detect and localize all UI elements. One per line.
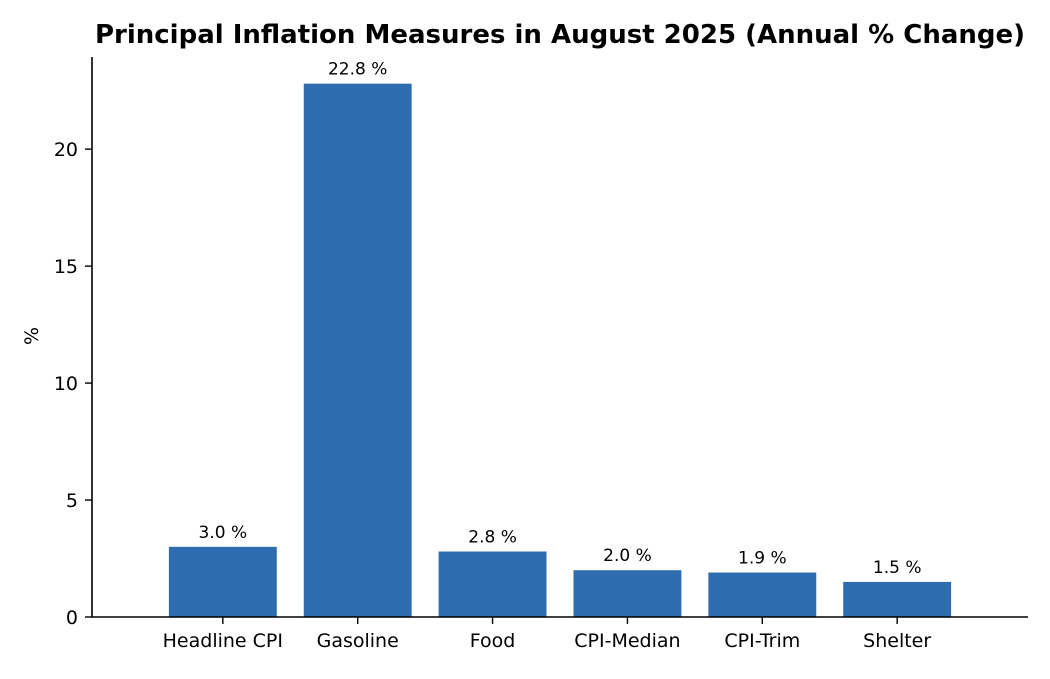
bar-cpi-trim — [708, 572, 817, 617]
bar-value-label-cpi-trim: 1.9 % — [738, 549, 787, 569]
y-axis-ticks: 0 5 10 15 20 — [54, 139, 92, 629]
bar-value-label-shelter: 1.5 % — [873, 558, 922, 578]
x-axis-ticks: Headline CPI Gasoline Food CPI-Median CPI-Tr… — [163, 617, 931, 652]
x-tick-label-cpi-median: CPI-Median — [574, 630, 680, 652]
bar-value-label-gasoline: 22.8 % — [328, 60, 387, 80]
y-tick-label: 0 — [66, 607, 78, 629]
y-axis-label: % — [21, 327, 43, 345]
y-tick-label: 10 — [54, 373, 78, 395]
y-tick-label: 20 — [54, 139, 78, 161]
bar-value-label-food: 2.8 % — [468, 528, 517, 548]
bar-value-label-cpi-median: 2.0 % — [603, 546, 652, 566]
bar-gasoline — [303, 83, 412, 617]
bar-headline-cpi — [168, 546, 277, 617]
bar-shelter — [843, 581, 952, 617]
bar-food — [438, 551, 547, 617]
bar-labels-group: 3.0 % 22.8 % 2.8 % 2.0 % 1.9 % 1.5 % — [199, 60, 922, 578]
bar-value-label-headline-cpi: 3.0 % — [199, 523, 248, 543]
x-tick-label-food: Food — [470, 630, 516, 652]
x-tick-label-gasoline: Gasoline — [317, 630, 399, 652]
x-tick-label-headline-cpi: Headline CPI — [163, 630, 283, 652]
x-tick-label-shelter: Shelter — [863, 630, 931, 652]
bar-cpi-median — [573, 570, 682, 617]
x-tick-label-cpi-trim: CPI-Trim — [724, 630, 800, 652]
y-tick-label: 15 — [54, 256, 78, 278]
chart-title: Principal Inflation Measures in August 2… — [95, 20, 1025, 50]
y-tick-label: 5 — [66, 490, 78, 512]
bars-group — [168, 83, 952, 617]
